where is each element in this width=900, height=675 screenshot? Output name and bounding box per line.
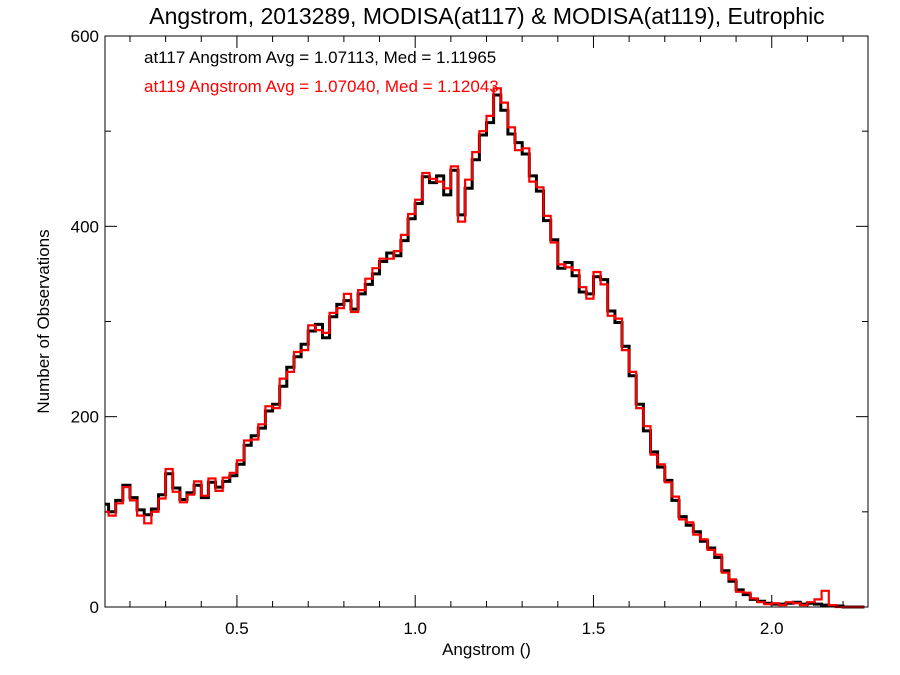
x-tick-label: 0.5 (225, 619, 249, 638)
annotation-at119-stats: at119 Angstrom Avg = 1.07040, Med = 1.12… (144, 77, 499, 96)
x-tick-label: 2.0 (760, 619, 784, 638)
chart-title: Angstrom, 2013289, MODISA(at117) & MODIS… (149, 3, 824, 29)
y-tick-label: 0 (90, 598, 99, 617)
x-axis-label: Angstrom () (442, 640, 531, 659)
series-line-1 (105, 87, 865, 609)
y-tick-label: 400 (71, 217, 99, 236)
series-line-0 (105, 93, 865, 609)
tick-labels: 0.5 1.0 1.5 2.0 0 200 400 600 (71, 27, 784, 638)
y-tick-label: 200 (71, 408, 99, 427)
plot-frame (104, 35, 869, 608)
annotation-at117-stats: at117 Angstrom Avg = 1.07113, Med = 1.11… (144, 48, 496, 67)
y-tick-label: 600 (71, 27, 99, 46)
series-layer (105, 87, 865, 609)
x-tick-label: 1.0 (403, 619, 427, 638)
x-tick-label: 1.5 (582, 619, 606, 638)
y-axis-label: Number of Observations (34, 229, 53, 413)
